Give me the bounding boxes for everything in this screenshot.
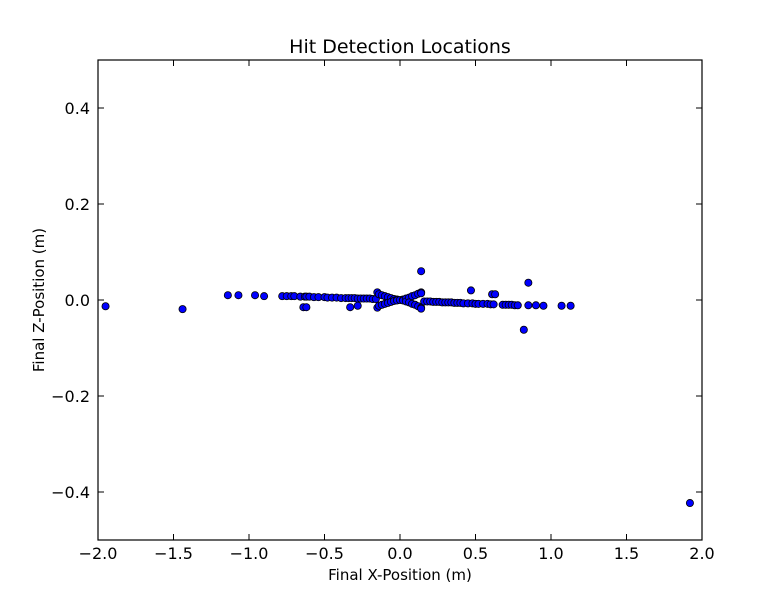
scatter-point bbox=[531, 301, 540, 310]
y-tick-label: −0.2 bbox=[51, 387, 90, 406]
x-tick-label: 1.5 bbox=[614, 544, 639, 563]
x-axis-label: Final X-Position (m) bbox=[328, 566, 472, 584]
y-axis-label: Final Z-Position (m) bbox=[30, 228, 48, 372]
x-tick-label: 1.0 bbox=[538, 544, 563, 563]
scatter-point bbox=[234, 291, 243, 300]
scatter-point bbox=[417, 289, 426, 298]
chart-title: Hit Detection Locations bbox=[289, 36, 511, 58]
scatter-point bbox=[466, 286, 475, 295]
scatter-point bbox=[251, 291, 260, 300]
x-tick-label: 2.0 bbox=[689, 544, 714, 563]
y-tick-label: 0.0 bbox=[65, 291, 90, 310]
scatter-point bbox=[417, 267, 426, 276]
y-tick-label: −0.4 bbox=[51, 483, 90, 502]
scatter-point bbox=[178, 305, 187, 314]
scatter-point bbox=[260, 292, 269, 301]
scatter-point bbox=[524, 301, 533, 310]
scatter-point bbox=[101, 302, 110, 311]
x-tick-label: −2.0 bbox=[79, 544, 118, 563]
scatter-point bbox=[346, 303, 355, 312]
x-tick-label: 0.0 bbox=[387, 544, 412, 563]
scatter-point bbox=[557, 301, 566, 310]
x-axis-ticks: −2.0 −1.5 −1.0 −0.5 0.0 0.5 1.0 1.5 2.0 bbox=[79, 60, 715, 563]
x-tick-label: −1.0 bbox=[230, 544, 269, 563]
y-tick-label: 0.4 bbox=[65, 99, 90, 118]
x-tick-label: 0.5 bbox=[463, 544, 488, 563]
scatter-point bbox=[566, 301, 575, 310]
scatter-point bbox=[223, 291, 232, 300]
scatter-point bbox=[353, 301, 362, 310]
scatter-point bbox=[519, 325, 528, 334]
scatter-point bbox=[513, 301, 522, 310]
scatter-point bbox=[685, 499, 694, 508]
scatter-point bbox=[302, 303, 311, 312]
scatter-point bbox=[417, 304, 426, 313]
scatter-point bbox=[491, 290, 500, 299]
y-axis-ticks: −0.4 −0.2 0.0 0.2 0.4 bbox=[51, 99, 702, 502]
x-tick-label: −1.5 bbox=[154, 544, 193, 563]
scatter-point bbox=[539, 301, 548, 310]
scatter-point bbox=[489, 300, 498, 309]
points-layer bbox=[101, 267, 694, 508]
x-tick-label: −0.5 bbox=[305, 544, 344, 563]
y-tick-label: 0.2 bbox=[65, 195, 90, 214]
scatter-point bbox=[524, 278, 533, 287]
